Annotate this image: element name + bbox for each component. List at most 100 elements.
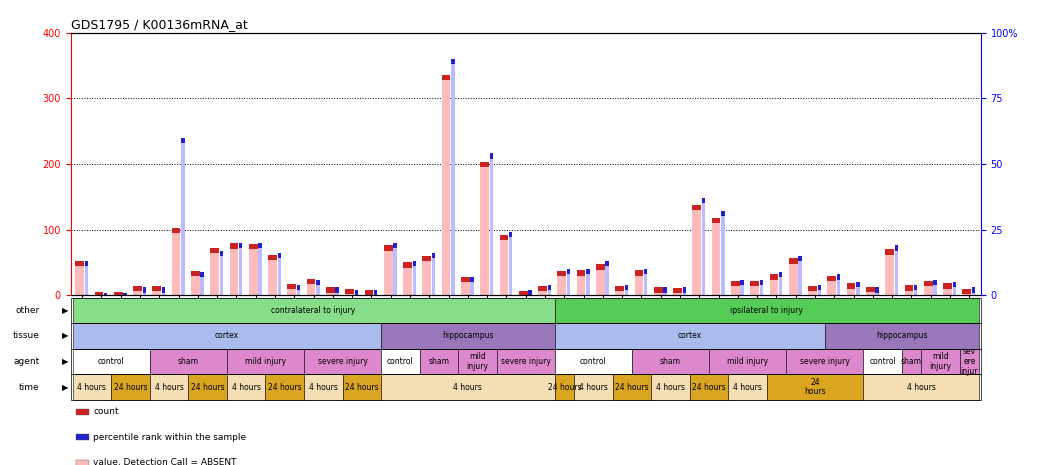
Bar bbox=[499, 235, 509, 295]
Bar bbox=[895, 246, 898, 251]
Text: control: control bbox=[98, 357, 125, 366]
Bar bbox=[335, 287, 338, 295]
Bar bbox=[317, 279, 320, 285]
Bar bbox=[297, 285, 300, 295]
Bar bbox=[288, 284, 296, 295]
Bar bbox=[674, 288, 682, 293]
Text: hippocampus: hippocampus bbox=[442, 332, 494, 340]
Text: other: other bbox=[16, 306, 39, 315]
Text: mild injury: mild injury bbox=[727, 357, 768, 366]
Bar bbox=[577, 270, 585, 295]
Bar bbox=[452, 59, 455, 295]
Bar bbox=[403, 262, 412, 295]
Text: severe injury: severe injury bbox=[318, 357, 367, 366]
Bar bbox=[85, 261, 88, 266]
Text: ipsilateral to injury: ipsilateral to injury bbox=[731, 306, 803, 315]
Bar bbox=[924, 281, 932, 295]
Bar bbox=[596, 265, 605, 270]
Text: 4 hours: 4 hours bbox=[906, 383, 935, 392]
Bar bbox=[239, 243, 243, 295]
Bar bbox=[509, 232, 513, 238]
Bar bbox=[393, 243, 397, 248]
Bar bbox=[654, 287, 662, 292]
Text: ▶: ▶ bbox=[62, 332, 69, 340]
Bar bbox=[683, 287, 686, 292]
Bar bbox=[346, 289, 354, 294]
Bar bbox=[153, 286, 161, 292]
Bar bbox=[972, 287, 976, 295]
Bar bbox=[461, 277, 470, 295]
Text: tissue: tissue bbox=[12, 332, 39, 340]
Text: hippocampus: hippocampus bbox=[876, 332, 928, 340]
Text: 24 hours: 24 hours bbox=[345, 383, 379, 392]
Bar bbox=[760, 279, 763, 285]
Bar bbox=[953, 282, 956, 287]
Bar bbox=[596, 265, 605, 295]
Bar bbox=[171, 228, 181, 295]
Bar bbox=[547, 285, 551, 295]
Bar bbox=[760, 279, 763, 295]
Bar bbox=[663, 287, 666, 292]
Bar bbox=[490, 153, 493, 159]
Bar bbox=[847, 284, 855, 289]
Bar bbox=[933, 279, 936, 285]
Bar bbox=[229, 243, 239, 295]
Bar bbox=[538, 286, 547, 292]
Bar bbox=[625, 285, 628, 290]
Bar bbox=[142, 287, 146, 292]
Bar bbox=[789, 259, 797, 295]
Bar bbox=[422, 256, 431, 261]
Bar bbox=[200, 272, 203, 295]
Bar bbox=[712, 218, 720, 295]
Bar bbox=[200, 272, 203, 277]
Bar bbox=[827, 276, 837, 281]
Text: severe injury: severe injury bbox=[500, 357, 551, 366]
Bar bbox=[616, 286, 624, 292]
Bar bbox=[692, 205, 701, 210]
Bar bbox=[866, 287, 875, 292]
Bar bbox=[114, 292, 122, 297]
Bar bbox=[412, 261, 416, 295]
Bar bbox=[577, 270, 585, 276]
Bar bbox=[326, 287, 334, 295]
Bar bbox=[481, 162, 489, 295]
Bar bbox=[538, 286, 547, 295]
Bar bbox=[740, 279, 744, 285]
Bar bbox=[778, 272, 783, 277]
Text: cortex: cortex bbox=[678, 332, 702, 340]
Bar bbox=[818, 285, 821, 295]
Bar bbox=[153, 286, 161, 295]
Bar bbox=[567, 269, 570, 295]
Bar bbox=[528, 290, 531, 295]
Bar bbox=[142, 287, 146, 295]
Bar bbox=[712, 218, 720, 223]
Bar bbox=[809, 286, 817, 295]
Bar bbox=[798, 256, 801, 261]
Text: percentile rank within the sample: percentile rank within the sample bbox=[93, 432, 247, 442]
Bar bbox=[809, 286, 817, 292]
Bar bbox=[750, 281, 759, 286]
Bar bbox=[220, 251, 223, 295]
Bar bbox=[616, 286, 624, 295]
Text: 4 hours: 4 hours bbox=[78, 383, 106, 392]
Bar bbox=[866, 287, 875, 295]
Bar bbox=[519, 291, 527, 295]
Bar bbox=[750, 281, 759, 295]
Bar bbox=[104, 292, 107, 298]
Bar bbox=[914, 285, 918, 290]
Text: 4 hours: 4 hours bbox=[308, 383, 337, 392]
Bar bbox=[364, 290, 374, 295]
Bar bbox=[885, 249, 894, 295]
Bar bbox=[740, 279, 744, 295]
Text: mild injury: mild injury bbox=[245, 357, 285, 366]
Bar bbox=[721, 211, 725, 295]
Bar bbox=[124, 292, 127, 295]
Text: 4 hours: 4 hours bbox=[733, 383, 762, 392]
Bar bbox=[124, 292, 127, 298]
Text: GDS1795 / K00136mRNA_at: GDS1795 / K00136mRNA_at bbox=[71, 19, 247, 31]
Bar bbox=[211, 248, 219, 295]
Bar bbox=[393, 243, 397, 295]
Bar bbox=[683, 287, 686, 295]
Bar bbox=[277, 253, 281, 295]
Text: sham: sham bbox=[429, 357, 449, 366]
